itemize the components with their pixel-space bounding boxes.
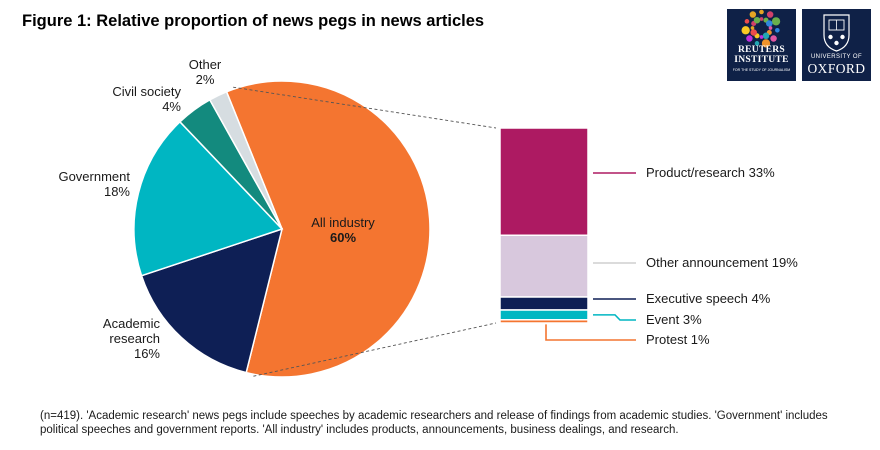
emblem-dot <box>766 20 773 27</box>
crest-icon <box>823 14 850 52</box>
emblem-dot <box>766 11 774 18</box>
bar-segment-other-announcement <box>499 234 589 298</box>
emblem-dot <box>741 26 750 35</box>
emblem-dot <box>750 26 755 30</box>
logo-rise-line1: REUTERS <box>738 45 785 55</box>
zoom-connector-lines <box>233 86 497 377</box>
emblem-dot <box>771 17 781 26</box>
bar-label-executive-speech: Executive speech 4% <box>646 291 771 306</box>
emblem-dot <box>768 26 773 30</box>
pie-slice-other <box>208 90 283 230</box>
logo-oxford-line2: OXFORD <box>807 61 866 76</box>
emblem-dot <box>746 35 753 42</box>
bar-label-event: Event 3% <box>646 312 702 327</box>
bar-leader-protest <box>545 324 636 341</box>
emblem-dot <box>762 32 770 40</box>
bar-segment-executive-speech <box>499 296 589 311</box>
bar-segment-protest <box>499 319 589 324</box>
bar-segment-event <box>499 309 589 321</box>
pie-label-academic-research: Academic research 16% <box>103 316 161 361</box>
emblem-dot <box>775 27 780 33</box>
pie-slice-academic-research <box>140 227 284 374</box>
pie-slice-all-industry <box>225 80 431 378</box>
logo-oxford-line1: UNIVERSITY OF <box>810 54 863 60</box>
footnote: (n=419). 'Academic research' news pegs i… <box>40 410 828 436</box>
chart-title: Figure 1: Relative proportion of news pe… <box>22 12 484 30</box>
emblem-dot <box>770 35 777 42</box>
pie-label-civil-society: Civil society 4% <box>112 84 181 114</box>
zoom-line-top <box>233 86 497 129</box>
oxford-logo: UNIVERSITY OF OXFORD <box>802 9 871 81</box>
pie-labels: All industry 60% Academic research 16% Govern… <box>58 57 375 361</box>
pie-slices <box>133 80 431 378</box>
emblem-dot <box>759 35 764 39</box>
dots-emblem-icon <box>741 9 781 48</box>
bar-segment-product-research <box>499 127 589 236</box>
reuters-institute-logo: REUTERS INSTITUTE FOR THE STUDY OF JOURN… <box>727 9 796 81</box>
emblem-dot <box>753 16 761 24</box>
zoom-line-bottom <box>253 322 497 377</box>
pie-label-other: Other 2% <box>189 57 222 87</box>
pie-label-government: Government 18% <box>58 169 130 199</box>
bar-leader-event <box>593 314 636 321</box>
bar-label-product-research: Product/research 33% <box>646 165 775 180</box>
logo-rise-subtitle: FOR THE STUDY OF JOURNALISM <box>732 68 791 72</box>
emblem-dot <box>759 9 764 15</box>
emblem-dot <box>749 11 757 18</box>
bar-label-other-announcement: Other announcement 19% <box>646 255 798 270</box>
emblem-dot <box>754 41 760 46</box>
emblem-dot <box>761 39 771 48</box>
breakdown-bar <box>499 127 589 324</box>
logo-rise-line2: INSTITUTE <box>734 55 789 65</box>
pie-label-all-industry: All industry 60% <box>311 215 375 245</box>
breakdown-labels: Product/research 33% Other announcement 1… <box>545 165 798 347</box>
emblem-dot <box>744 19 750 24</box>
pie-slice-government <box>133 120 284 277</box>
bar-label-protest: Protest 1% <box>646 332 710 347</box>
emblem-dot <box>750 29 757 36</box>
emblem-dot <box>759 17 764 21</box>
